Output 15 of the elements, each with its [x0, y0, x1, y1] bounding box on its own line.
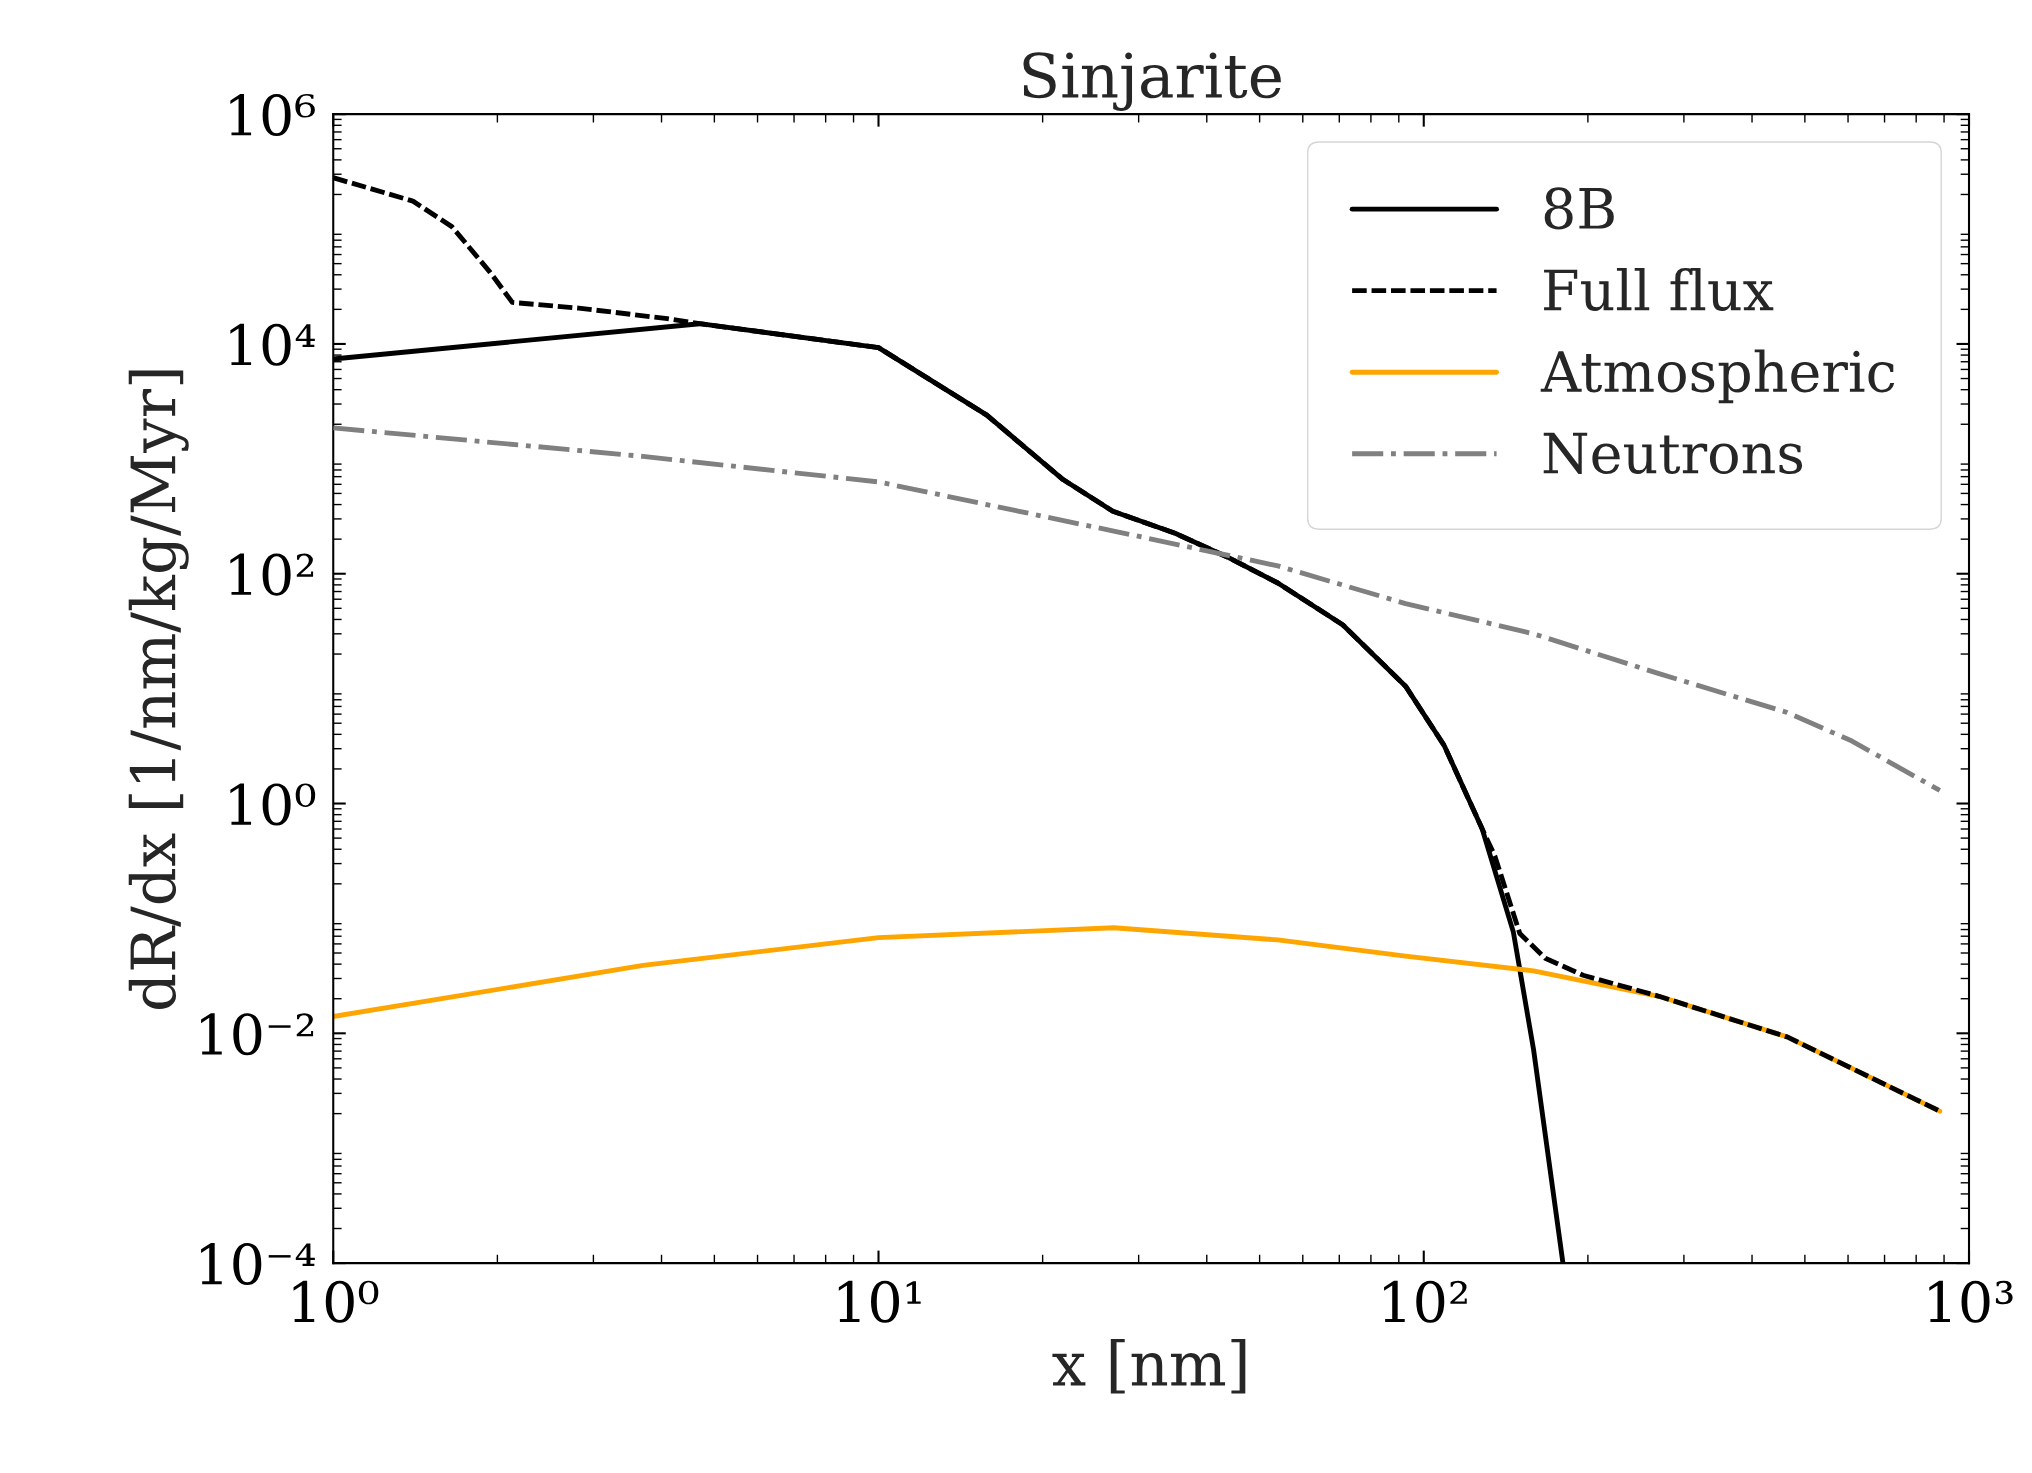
y-axis-title: dR/dx [1/nm/kg/Myr]: [128, 370, 189, 1009]
y-tick-label: 10²: [230, 553, 314, 596]
chart-title: Sinjarite: [1023, 52, 1281, 112]
legend-label: 8B: [1544, 187, 1614, 230]
legend-label: Atmospheric: [1540, 349, 1895, 404]
y-tick-label: 10⁰: [230, 783, 316, 826]
y-tick-label: 10⁶: [230, 94, 315, 137]
x-tick-label: 10³: [1929, 1280, 2013, 1323]
x-axis-title: x [nm]: [1052, 1339, 1246, 1394]
x-tick-label: 10¹: [838, 1280, 921, 1323]
y-tick-label: 10⁴: [230, 323, 315, 366]
legend-label: Neutrons: [1543, 432, 1803, 475]
legend-label: Full flux: [1544, 267, 1774, 311]
y-tick-label: 10⁻²: [201, 1013, 314, 1056]
x-tick-label: 10²: [1384, 1280, 1467, 1323]
